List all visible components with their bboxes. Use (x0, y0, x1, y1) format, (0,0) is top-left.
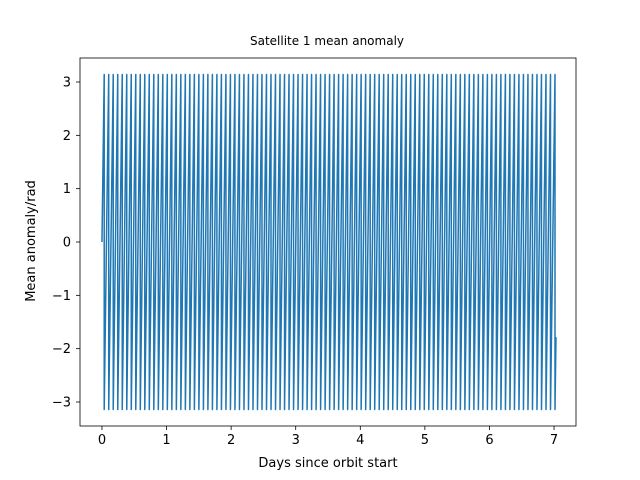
x-tick-label: 3 (292, 433, 300, 448)
y-tick-label: 1 (63, 182, 71, 197)
y-tick-label: −2 (52, 342, 71, 357)
x-tick-label: 7 (550, 433, 558, 448)
series-line-0 (101, 73, 557, 411)
x-tick-label: 5 (421, 433, 429, 448)
y-tick-label: 2 (63, 129, 71, 144)
x-tick-label: 1 (162, 433, 170, 448)
y-axis-label: Mean anomaly/rad (24, 180, 39, 302)
x-tick-label: 4 (356, 433, 364, 448)
x-tick-label: 2 (227, 433, 235, 448)
axes: 0 1 2 3 4 5 6 7 −3 −2 −1 0 1 2 3 (52, 57, 577, 448)
y-tick-label: 0 (63, 236, 71, 251)
y-tick-label: −3 (52, 396, 71, 411)
x-axis-label: Days since orbit start (258, 456, 397, 471)
x-tick-label: 0 (98, 433, 106, 448)
chart-title: Satellite 1 mean anomaly (250, 34, 404, 48)
plot-area (101, 73, 557, 411)
x-tick-label: 6 (485, 433, 493, 448)
y-tick-label: 3 (63, 76, 71, 91)
y-tick-label: −1 (52, 289, 71, 304)
